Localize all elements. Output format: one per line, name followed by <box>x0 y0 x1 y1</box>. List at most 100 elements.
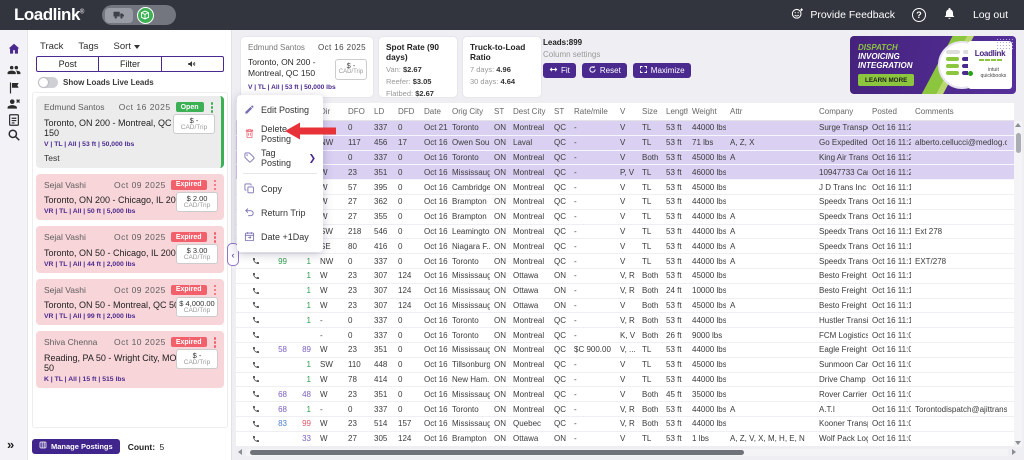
lead-card[interactable]: Shiva Chenna Oct 10 2025 Expired Reading, P… <box>36 331 224 388</box>
phone-icon[interactable] <box>236 301 266 309</box>
package-icon[interactable] <box>136 6 154 24</box>
mode-switcher[interactable] <box>101 5 176 25</box>
scroll-left-icon[interactable] <box>238 449 242 455</box>
ad-banner[interactable]: DISPATCH INVOICING INTEGRATION LEARN MOR… <box>850 36 1016 94</box>
table-row[interactable]: 33 W 27 305 124 Oct 16 Brampton ON Ottawa ON - V TL 5… <box>236 431 1014 447</box>
table-row[interactable]: SW 218 546 0 Oct 16 Leamington ON Montreal QC - V T… <box>236 224 1014 240</box>
search-icon[interactable] <box>7 128 21 142</box>
column-header[interactable]: V <box>620 107 626 116</box>
truck-icon[interactable] <box>104 7 133 23</box>
manage-postings-button[interactable]: Manage Postings <box>32 438 120 454</box>
phone-icon[interactable] <box>236 420 266 428</box>
column-header[interactable]: Company <box>819 107 854 116</box>
table-row[interactable]: -0 337 0 Oct 16 Toronto ON Montreal QC - K, V Both… <box>236 328 1014 343</box>
column-header[interactable]: ST <box>494 107 505 116</box>
phone-icon[interactable] <box>236 435 266 443</box>
kebab-menu-icon[interactable] <box>212 179 219 192</box>
column-header[interactable]: DFO <box>348 107 365 116</box>
help-icon[interactable]: ? <box>911 8 926 22</box>
table-row[interactable]: 1-0 337 0 Oct 16 Toronto ON Montreal QC - V, R Bot… <box>236 313 1014 329</box>
tab-tags[interactable]: Tags <box>78 41 99 52</box>
fit-button[interactable]: Fit <box>543 63 576 78</box>
live-leads-toggle[interactable] <box>38 77 58 88</box>
lead-card[interactable]: Sejal Vashi Oct 09 2025 Expired Toronto, ON… <box>36 173 224 220</box>
column-header[interactable]: Dir <box>320 107 331 116</box>
tab-track[interactable]: Track <box>40 41 64 52</box>
column-header[interactable]: Orig City <box>452 107 484 116</box>
maximize-button[interactable]: Maximize <box>632 63 691 78</box>
lead-card[interactable]: Sejal Vashi Oct 09 2025 Expired Toronto, ON… <box>36 226 224 273</box>
menu-item-return-trip[interactable]: Return Trip <box>237 201 323 225</box>
reset-button[interactable]: Reset <box>581 63 627 78</box>
column-header[interactable]: Length <box>666 107 688 116</box>
logout-button[interactable]: Log out <box>972 9 1008 21</box>
scroll-down-icon[interactable] <box>1015 441 1021 445</box>
sound-button[interactable] <box>160 57 223 71</box>
phone-icon[interactable] <box>236 361 266 369</box>
phone-icon[interactable] <box>236 346 266 354</box>
team-icon[interactable] <box>7 63 21 77</box>
phone-icon[interactable] <box>236 287 266 295</box>
menu-item-edit-posting[interactable]: Edit Posting <box>237 98 323 122</box>
kebab-menu-icon[interactable] <box>212 336 219 349</box>
lead-card[interactable]: Sejal Vashi Oct 09 2025 Expired Toronto, ON… <box>36 278 224 325</box>
phone-icon[interactable] <box>236 390 266 398</box>
table-row[interactable]: W 27 355 0 Oct 16 Brampton ON Montreal QC - V TL 53 … <box>236 209 1014 225</box>
phone-icon[interactable] <box>236 316 266 324</box>
bell-icon[interactable] <box>943 7 956 23</box>
table-row[interactable]: W 57 395 0 Oct 16 Cambridge ON Montreal QC - V TL 53… <box>236 180 1014 195</box>
column-header[interactable]: ST <box>554 107 565 116</box>
scroll-right-icon[interactable] <box>1012 449 1016 455</box>
kebab-menu-icon[interactable] <box>212 231 219 244</box>
scroll-up-icon[interactable] <box>1015 123 1021 127</box>
column-header[interactable]: Weight <box>692 107 717 116</box>
table-row[interactable]: 83 99 W 23 514 157 Oct 16 Mississauga ON Quebec QC… <box>236 416 1014 432</box>
column-header[interactable]: LD <box>374 107 385 116</box>
collapse-panel-handle[interactable]: ‹ <box>227 243 239 266</box>
column-header[interactable]: Date <box>424 107 441 116</box>
table-row[interactable]: NW 117 456 17 Oct 16 Owen Sou... ON Laval QC- V TL… <box>236 135 1014 151</box>
table-row[interactable]: 58 89 W 23 351 0 Oct 16 Mississauga ON Montreal QC… <box>236 342 1014 358</box>
phone-icon[interactable] <box>236 257 266 265</box>
notes-icon[interactable] <box>7 113 21 127</box>
column-header[interactable]: Dest City <box>513 107 546 116</box>
table-row[interactable]: W 27 362 0 Oct 16 Brampton ON Montreal QC - V TL 53 … <box>236 194 1014 210</box>
phone-icon[interactable] <box>236 272 266 280</box>
lead-card[interactable]: Edmund Santos Oct 16 2025 Open Toronto, ON … <box>36 96 224 168</box>
column-header[interactable]: Comments <box>915 107 954 116</box>
phone-icon[interactable] <box>236 331 266 339</box>
horizontal-scrollbar[interactable] <box>238 449 1016 456</box>
flag-icon[interactable] <box>7 81 21 95</box>
tab-sort[interactable]: Sort <box>113 41 140 52</box>
column-header[interactable]: Rate/mile <box>574 107 608 116</box>
column-header[interactable]: Size <box>642 107 658 116</box>
kebab-menu-icon[interactable] <box>212 284 219 297</box>
horizontal-scroll-thumb[interactable] <box>250 450 744 455</box>
menu-item-date-1day[interactable]: Date +1Day <box>237 225 323 249</box>
phone-icon[interactable] <box>236 405 266 413</box>
column-header[interactable]: DFD <box>398 107 415 116</box>
phone-icon[interactable] <box>236 375 266 383</box>
table-row[interactable]: W 23 351 0 Oct 16 Mississauga ON Montreal QC- P, … <box>236 165 1014 181</box>
menu-item-tag-posting[interactable]: Tag Posting ❯ <box>237 146 323 170</box>
table-row[interactable]: 99 1 NW 0 337 0 Oct 16 Toronto ON Montreal QC - V TL 5… <box>236 254 1014 269</box>
table-row[interactable]: 68 48 W 23 351 0 Oct 16 Mississauga ON Montreal QC… <box>236 387 1014 403</box>
table-row[interactable]: 1 W 78 414 0 Oct 16 New Ham... ON Montreal QC - V TL… <box>236 372 1014 388</box>
post-button[interactable]: Post <box>58 59 77 69</box>
provide-feedback-button[interactable]: Provide Feedback <box>791 7 895 23</box>
vertical-scrollbar[interactable] <box>1014 121 1022 447</box>
remove-user-icon[interactable] <box>7 97 21 111</box>
menu-item-delete-posting[interactable]: Delete Posting <box>237 122 323 146</box>
filter-button[interactable]: Filter <box>98 57 160 71</box>
vertical-scroll-thumb[interactable] <box>1015 133 1021 153</box>
menu-item-copy[interactable]: Copy <box>237 177 323 201</box>
column-header[interactable]: Posted <box>872 107 897 116</box>
column-header[interactable]: Attr <box>730 107 743 116</box>
